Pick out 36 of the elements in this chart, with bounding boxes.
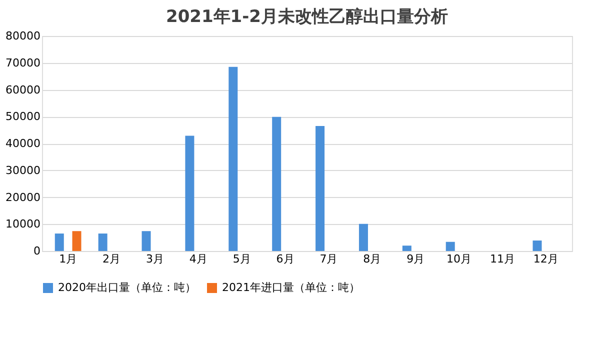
chart-title: 2021年1-2月未改性乙醇出口量分析	[166, 7, 448, 27]
x-tick-label: 10月	[446, 252, 472, 266]
bar	[142, 231, 151, 251]
bar	[72, 231, 82, 251]
x-tick-label: 6月	[276, 252, 294, 266]
bar	[185, 136, 194, 251]
bar	[358, 224, 368, 251]
y-tick-label: 50000	[6, 110, 40, 124]
x-tick-label: 4月	[189, 252, 208, 266]
bar	[446, 242, 455, 251]
bar	[316, 126, 325, 251]
x-tick-label: 2月	[102, 252, 121, 266]
y-tick-label: 60000	[6, 83, 40, 96]
bar	[402, 246, 412, 251]
y-tick-label: 40000	[6, 137, 40, 150]
x-tick-label: 7月	[320, 252, 338, 266]
y-tick-label: 80000	[6, 30, 40, 42]
bar	[98, 234, 108, 251]
bar	[228, 66, 238, 251]
y-tick-label: 70000	[6, 56, 40, 70]
bar	[532, 240, 542, 251]
bar	[54, 234, 64, 251]
y-tick-label: 10000	[6, 218, 40, 231]
y-tick-label: 0	[34, 244, 40, 258]
y-tick-label: 30000	[6, 164, 40, 177]
legend-label: 2021年进口量（单位：吨）	[222, 281, 360, 294]
x-tick-label: 1月	[59, 252, 78, 266]
bar	[272, 116, 282, 251]
x-tick-label: 12月	[533, 252, 558, 266]
y-tick-label: 20000	[6, 190, 40, 204]
x-tick-label: 3月	[146, 252, 164, 266]
x-tick-label: 5月	[232, 252, 251, 266]
x-tick-label: 9月	[406, 252, 425, 266]
legend-label: 2020年出口量（单位：吨）	[58, 281, 196, 294]
x-tick-label: 8月	[363, 252, 382, 266]
x-tick-label: 11月	[490, 252, 515, 266]
